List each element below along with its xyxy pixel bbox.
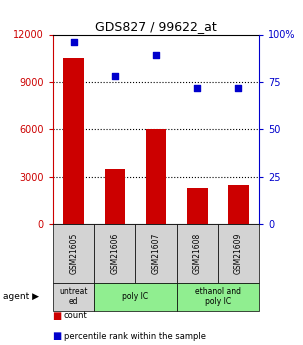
Bar (135, 224, 177, 283)
Text: percentile rank within the sample: percentile rank within the sample (64, 332, 206, 341)
Bar (105, 169, 125, 224)
Bar (53, 224, 94, 283)
Title: GDS827 / 99622_at: GDS827 / 99622_at (95, 20, 217, 33)
Text: GSM21607: GSM21607 (152, 233, 161, 274)
Text: ■: ■ (53, 311, 65, 321)
Text: GSM21605: GSM21605 (69, 233, 78, 274)
Bar (94, 224, 135, 283)
Text: agent ▶: agent ▶ (3, 292, 39, 301)
Bar (177, 224, 218, 283)
Point (71, 39, 76, 45)
Bar (146, 129, 166, 224)
Text: count: count (64, 311, 87, 320)
Text: ■: ■ (53, 332, 65, 341)
Text: poly IC: poly IC (122, 292, 148, 301)
Point (195, 85, 200, 90)
Text: ethanol and
poly IC: ethanol and poly IC (195, 287, 241, 306)
Point (236, 85, 241, 90)
Bar (218, 224, 259, 283)
Text: GSM21609: GSM21609 (234, 233, 243, 274)
Bar (228, 185, 249, 224)
Bar (53, 283, 94, 310)
Bar (187, 188, 208, 224)
Text: GSM21608: GSM21608 (193, 233, 202, 274)
Bar (177, 283, 259, 310)
Bar (94, 283, 177, 310)
Text: GSM21606: GSM21606 (110, 233, 119, 274)
Text: untreat
ed: untreat ed (59, 287, 88, 306)
Point (154, 52, 158, 58)
Bar (63, 58, 84, 224)
Point (112, 73, 117, 79)
